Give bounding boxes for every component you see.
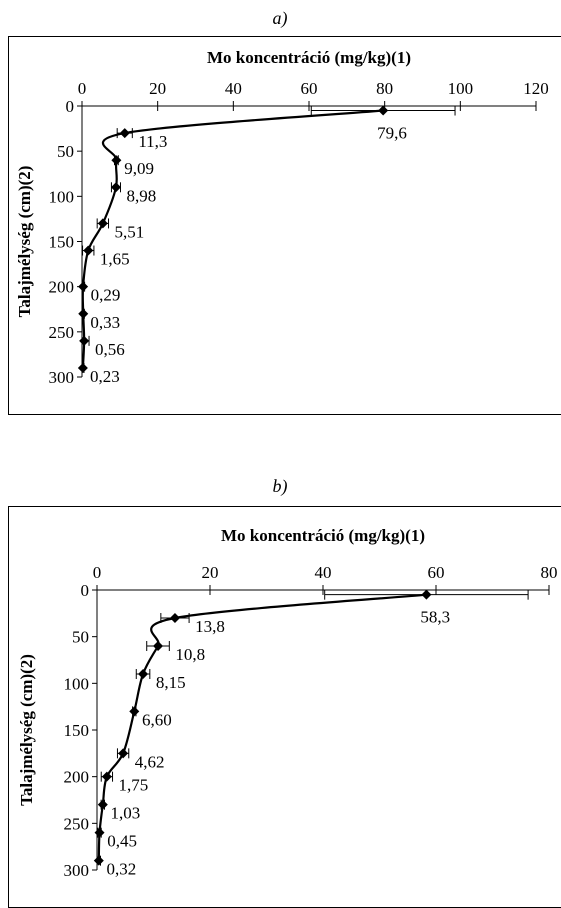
data-point-marker [129, 706, 140, 717]
data-label: 5,51 [115, 222, 145, 241]
y-tick-label: 200 [49, 278, 75, 297]
y-tick-label: 0 [81, 581, 90, 600]
data-label: 0,33 [90, 313, 120, 332]
data-label: 79,6 [377, 124, 407, 143]
data-point-marker [110, 182, 121, 193]
x-tick-label: 60 [428, 563, 445, 582]
chart-title: Mo koncentráció (mg/kg)(1) [207, 48, 411, 67]
y-tick-label: 250 [64, 814, 90, 833]
data-label: 1,03 [111, 804, 141, 823]
data-point-marker [94, 827, 105, 838]
data-label: 1,75 [119, 776, 149, 795]
data-label: 11,3 [138, 132, 167, 151]
y-axis-title: Talajmélység (cm)(2) [17, 654, 36, 806]
data-point-marker [153, 641, 164, 651]
chart-title: Mo koncentráció (mg/kg)(1) [221, 526, 425, 545]
y-axis-title: Talajmélység (cm)(2) [15, 166, 34, 318]
y-tick-label: 0 [66, 97, 75, 116]
y-tick-label: 300 [49, 368, 75, 387]
data-label: 8,98 [127, 186, 157, 205]
data-point-marker [97, 799, 108, 810]
data-point-marker [169, 613, 180, 623]
data-point-marker [378, 105, 389, 116]
data-label: 9,09 [124, 159, 154, 178]
data-point-marker [78, 308, 89, 319]
y-tick-label: 200 [64, 768, 90, 787]
x-tick-label: 80 [376, 79, 393, 98]
x-tick-label: 100 [448, 79, 474, 98]
data-point-marker [421, 589, 432, 600]
data-point-marker [78, 281, 89, 292]
data-point-marker [79, 335, 90, 346]
y-tick-label: 100 [49, 187, 75, 206]
data-label: 0,29 [91, 286, 121, 305]
data-label: 1,65 [100, 250, 130, 269]
y-tick-label: 100 [64, 674, 90, 693]
data-label: 6,60 [142, 710, 172, 729]
data-point-marker [119, 128, 130, 139]
data-label: 10,8 [175, 645, 205, 664]
y-tick-label: 300 [64, 861, 90, 880]
y-tick-label: 50 [72, 628, 89, 647]
x-tick-label: 80 [541, 563, 558, 582]
data-point-marker [101, 771, 112, 782]
x-tick-label: 40 [225, 79, 242, 98]
panel-a-label: a) [272, 8, 288, 28]
data-label: 0,45 [107, 832, 137, 851]
data-label: 8,15 [156, 673, 186, 692]
data-label: 0,23 [90, 367, 120, 386]
x-tick-label: 0 [93, 563, 102, 582]
x-tick-label: 40 [315, 563, 332, 582]
data-label: 58,3 [420, 608, 450, 627]
y-tick-label: 250 [49, 323, 75, 342]
data-label: 4,62 [135, 752, 165, 771]
data-point-marker [97, 218, 108, 229]
x-tick-label: 60 [301, 79, 318, 98]
y-tick-label: 150 [64, 721, 90, 740]
data-point-marker [118, 748, 129, 759]
panel-b-label: b) [272, 476, 288, 496]
data-point-marker [83, 245, 94, 256]
y-tick-label: 150 [49, 233, 75, 252]
data-point-marker [77, 362, 88, 373]
data-label: 0,56 [95, 340, 125, 359]
chart-b: Mo koncentráció (mg/kg)(1) 0 20 40 60 80 0 50 10… [17, 526, 558, 880]
data-label: 13,8 [195, 617, 225, 636]
data-point-marker [111, 155, 122, 166]
data-label: 0,32 [107, 860, 137, 879]
x-tick-label: 120 [523, 79, 549, 98]
y-tick-label: 50 [57, 142, 74, 161]
data-point-marker [93, 855, 104, 866]
x-tick-label: 20 [202, 563, 219, 582]
data-point-marker [138, 669, 149, 679]
chart-a: Mo koncentráció (mg/kg)(1) 0 20 40 60 80 100 12… [15, 48, 549, 387]
x-tick-label: 20 [149, 79, 166, 98]
x-tick-label: 0 [78, 79, 87, 98]
